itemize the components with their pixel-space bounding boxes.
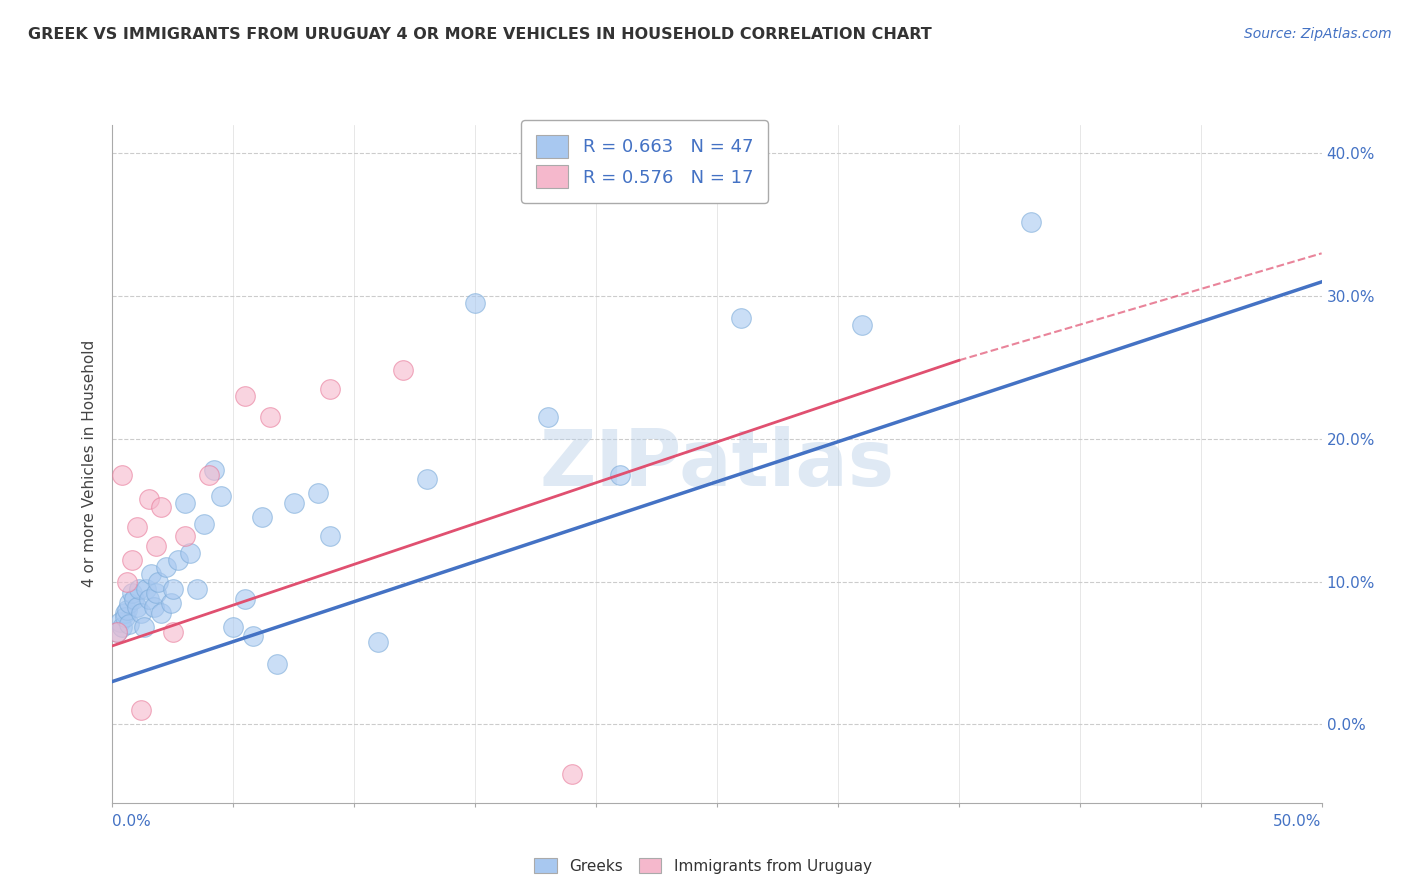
Point [166, 553, 188, 567]
Point [179, 546, 201, 560]
Point [464, 296, 486, 310]
Point [283, 496, 305, 510]
Point [252, 510, 274, 524]
Point [148, 574, 170, 589]
Point [149, 500, 172, 515]
Point [111, 620, 134, 634]
Point [145, 539, 167, 553]
Point [416, 472, 439, 486]
Point [122, 591, 145, 606]
Point [198, 467, 221, 482]
Text: GREEK VS IMMIGRANTS FROM URUGUAY 4 OR MORE VEHICLES IN HOUSEHOLD CORRELATION CHA: GREEK VS IMMIGRANTS FROM URUGUAY 4 OR MO… [28, 27, 932, 42]
Point [193, 517, 215, 532]
Point [1021, 215, 1043, 229]
Text: 0.0%: 0.0% [112, 814, 152, 830]
Point [319, 529, 342, 543]
Point [138, 491, 160, 506]
Legend: Greeks, Immigrants from Uruguay: Greeks, Immigrants from Uruguay [529, 852, 877, 880]
Point [142, 600, 165, 615]
Point [266, 657, 288, 672]
Point [235, 591, 257, 606]
Point [730, 310, 752, 325]
Y-axis label: 4 or more Vehicles in Household: 4 or more Vehicles in Household [82, 340, 97, 588]
Point [561, 767, 583, 781]
Point [159, 596, 181, 610]
Point [202, 463, 225, 477]
Point [105, 624, 128, 639]
Point [121, 586, 143, 600]
Text: ZIPatlas: ZIPatlas [540, 425, 894, 502]
Point [186, 582, 208, 596]
Point [115, 603, 138, 617]
Point [115, 574, 138, 589]
Point [125, 520, 148, 534]
Point [259, 410, 281, 425]
Point [131, 703, 153, 717]
Legend: R = 0.663   N = 47, R = 0.576   N = 17: R = 0.663 N = 47, R = 0.576 N = 17 [522, 120, 768, 202]
Point [609, 467, 631, 482]
Point [145, 586, 167, 600]
Point [132, 620, 155, 634]
Point [537, 410, 560, 425]
Point [125, 600, 148, 615]
Point [851, 318, 873, 332]
Text: 50.0%: 50.0% [1274, 814, 1322, 830]
Point [114, 610, 136, 624]
Point [155, 560, 177, 574]
Point [118, 596, 141, 610]
Point [174, 529, 197, 543]
Point [209, 489, 232, 503]
Point [121, 553, 143, 567]
Point [162, 582, 184, 596]
Point [367, 634, 389, 648]
Point [108, 615, 131, 629]
Point [174, 496, 197, 510]
Point [118, 617, 141, 632]
Point [149, 606, 172, 620]
Point [135, 582, 157, 596]
Point [235, 389, 257, 403]
Point [307, 486, 329, 500]
Point [105, 624, 128, 639]
Point [222, 620, 245, 634]
Point [128, 582, 150, 596]
Point [138, 591, 160, 606]
Text: Source: ZipAtlas.com: Source: ZipAtlas.com [1244, 27, 1392, 41]
Point [319, 382, 342, 396]
Point [242, 629, 264, 643]
Point [141, 567, 163, 582]
Point [114, 606, 136, 620]
Point [111, 467, 134, 482]
Point [131, 606, 153, 620]
Point [391, 363, 413, 377]
Point [162, 624, 184, 639]
